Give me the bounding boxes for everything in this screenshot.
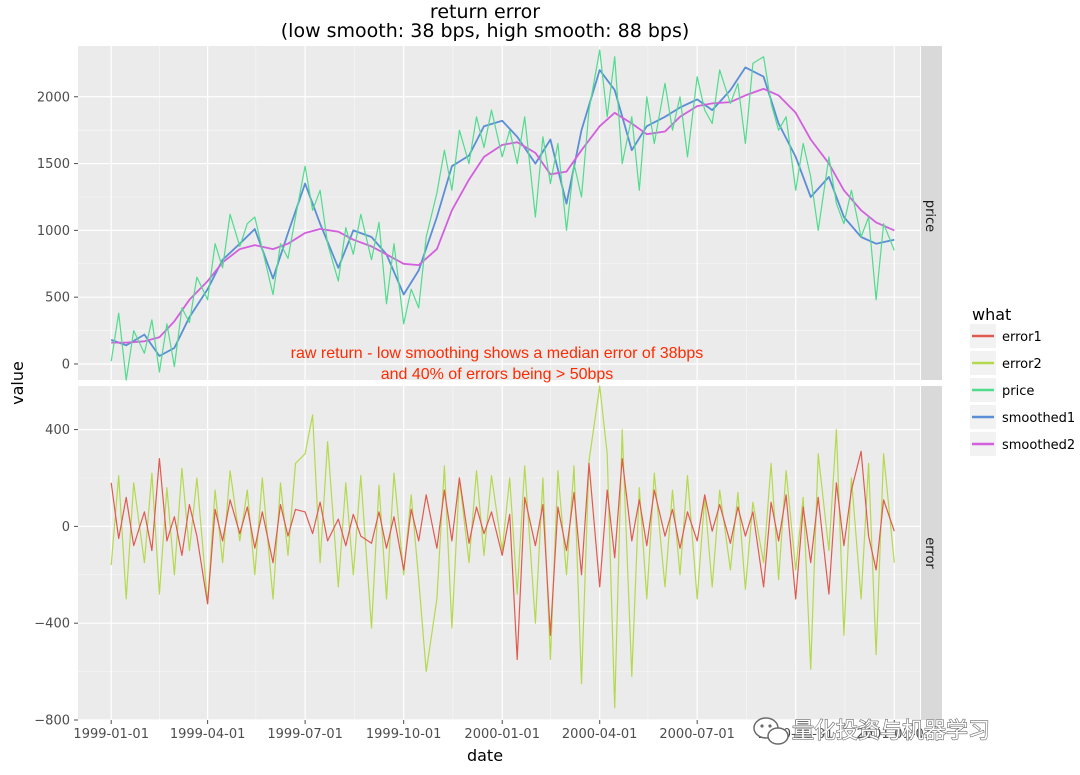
chart-title: return error [430, 1, 540, 23]
y-tick-label: 2000 [37, 90, 70, 105]
panel-gridlines [78, 46, 920, 380]
y-tick-label: 500 [45, 291, 70, 306]
series-line-smoothed1 [110, 66, 895, 357]
annotation-line-1: raw return - low smoothing shows a media… [291, 345, 704, 362]
panel-series [110, 385, 895, 709]
panel-series [110, 49, 895, 381]
series-line-smoothed2 [111, 87, 895, 344]
annotation: raw return - low smoothing shows a media… [291, 345, 704, 383]
x-tick-label: 2000-07-01 [659, 727, 735, 742]
y-tick-label: 0 [62, 520, 70, 535]
y-tick-label: −800 [34, 714, 70, 729]
x-tick-label: 1999-07-01 [267, 727, 343, 742]
wechat-icon [753, 717, 789, 745]
legend-label-error2: error2 [1002, 357, 1042, 372]
watermark-text: 量化投资与机器学习 [792, 719, 990, 744]
y-tick-label: 0 [62, 357, 70, 372]
facet-strip-label-error: error [922, 537, 937, 569]
legend: what error1 error2 price smoothed1 smoothed2 [970, 305, 1075, 456]
y-tick-label: −400 [34, 617, 70, 632]
y-axis-ticks: 0 500 1000 1500 2000 [37, 90, 78, 372]
watermark: 量化投资与机器学习 [753, 717, 991, 745]
y-tick-label: 1500 [37, 157, 70, 172]
chart-subtitle: (low smooth: 38 bps, high smooth: 88 bps… [281, 20, 690, 42]
legend-label-smoothed2: smoothed2 [1002, 438, 1075, 453]
y-tick-label: 1000 [37, 224, 70, 239]
series-line-error1 [110, 450, 895, 661]
legend-label-price: price [1002, 384, 1034, 399]
y-axis-title: value [8, 361, 27, 405]
facet-strip [921, 386, 942, 720]
x-tick-label: 2000-04-01 [562, 727, 638, 742]
x-tick-label: 1999-10-01 [366, 727, 442, 742]
panel-background [78, 386, 920, 720]
y-tick-label: 400 [45, 423, 70, 438]
x-tick-label: 2000-01-01 [464, 727, 540, 742]
x-axis-title: date [467, 746, 503, 765]
facet-panel-price: 0 500 1000 1500 2000 price [37, 46, 942, 381]
panel-background [78, 46, 920, 380]
series-line-price [110, 49, 895, 381]
legend-label-smoothed1: smoothed1 [1002, 411, 1075, 426]
x-tick-label: 2001-01-01 [857, 727, 933, 742]
legend-label-error1: error1 [1002, 330, 1042, 345]
facet-strip-label-price: price [922, 200, 937, 232]
facet-panel-error: −800 −400 0 400 error [34, 385, 942, 729]
x-tick-label: 1999-04-01 [170, 727, 246, 742]
series-line-error2 [110, 385, 895, 709]
facet-strip [921, 46, 942, 380]
y-axis-ticks: −800 −400 0 400 [34, 423, 78, 729]
x-tick-label: 1999-01-01 [73, 727, 149, 742]
annotation-line-2: and 40% of errors being > 50bps [381, 366, 614, 383]
legend-title: what [972, 305, 1011, 324]
